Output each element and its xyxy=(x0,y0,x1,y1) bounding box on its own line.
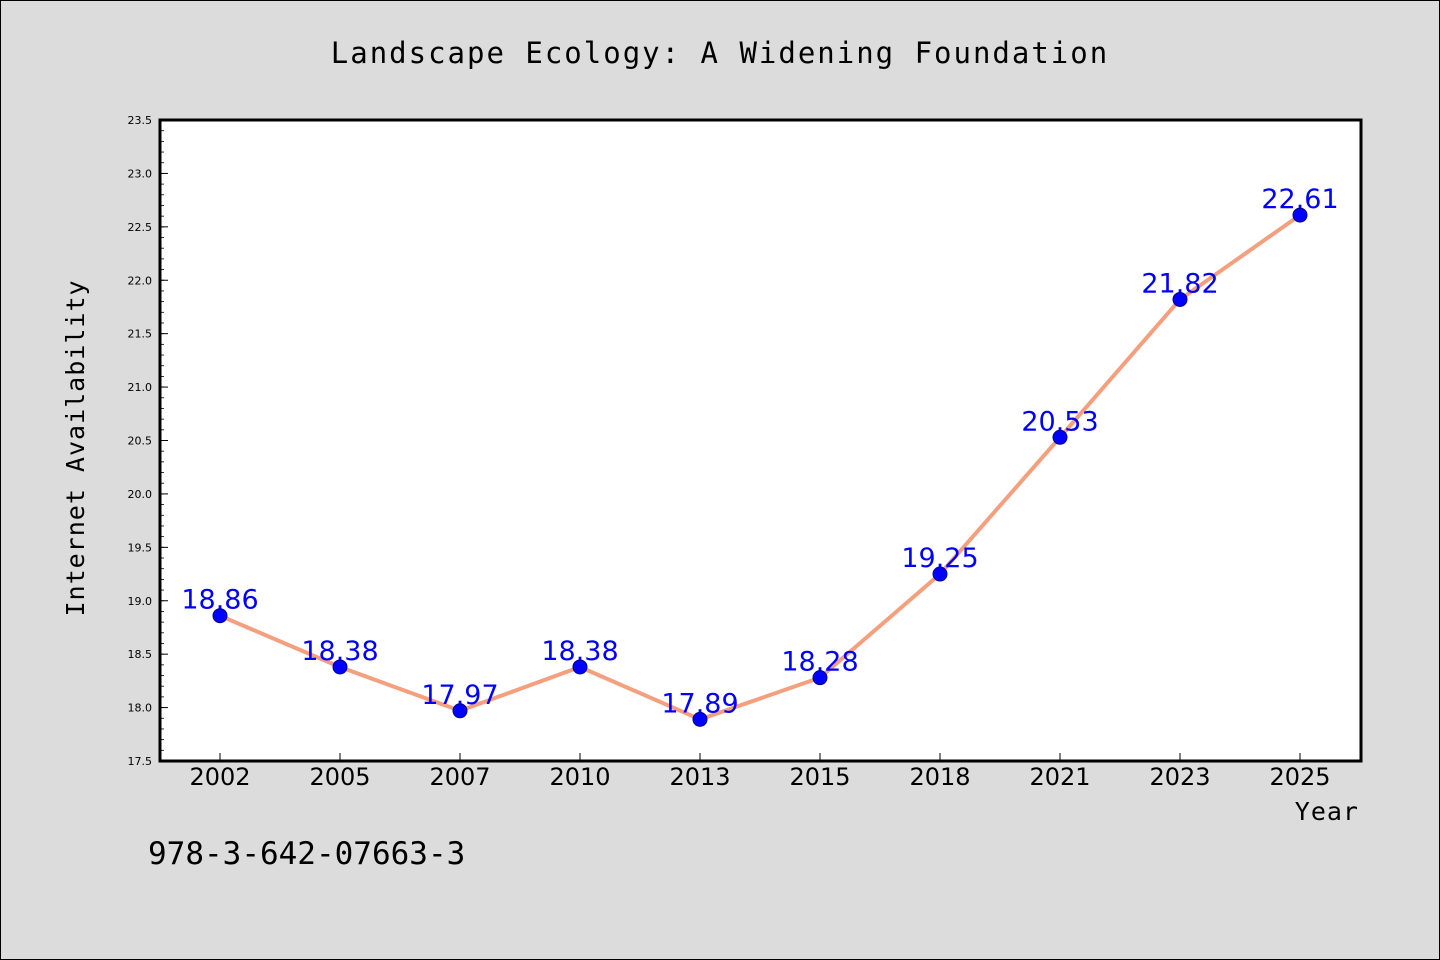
data-point-label: 19.25 xyxy=(901,543,978,574)
x-tick-label: 2010 xyxy=(549,763,610,791)
plot-border xyxy=(158,118,1363,763)
y-tick-label: 21.0 xyxy=(128,381,153,394)
x-tick-label: 2002 xyxy=(189,763,250,791)
x-tick-label: 2018 xyxy=(909,763,970,791)
y-tick-label: 21.5 xyxy=(128,328,153,341)
data-point-marker xyxy=(212,608,228,624)
x-tick-label: 2025 xyxy=(1269,763,1330,791)
y-tick-label: 22.0 xyxy=(128,274,153,287)
y-tick-label: 19.0 xyxy=(128,595,153,608)
data-point-marker xyxy=(932,566,948,582)
x-axis-ticks: 2002 2005 2007 2010 2013 2015 2018 2021 2023 2025 xyxy=(189,753,1331,791)
x-tick-label: 2005 xyxy=(309,763,370,791)
y-tick-label: 23.5 xyxy=(128,114,153,127)
x-tick-label: 2007 xyxy=(429,763,490,791)
data-point-label: 20.53 xyxy=(1021,406,1098,437)
data-point-marker xyxy=(692,711,708,727)
y-tick-label: 18.5 xyxy=(128,648,153,661)
isbn-text: 978-3-642-07663-3 xyxy=(148,836,465,872)
x-tick-label: 2021 xyxy=(1029,763,1090,791)
chart-title: Landscape Ecology: A Widening Foundation xyxy=(331,36,1109,70)
y-tick-label: 23.0 xyxy=(128,167,153,180)
plot-area xyxy=(160,120,1361,761)
data-point-label: 22.61 xyxy=(1261,184,1338,215)
data-point-label: 18.38 xyxy=(301,636,378,667)
x-tick-label: 2015 xyxy=(789,763,850,791)
data-point-marker xyxy=(1052,429,1068,445)
data-point-label: 17.89 xyxy=(661,688,738,719)
series-line xyxy=(218,213,1302,722)
data-point-marker xyxy=(812,670,828,686)
data-labels: 18.86 18.38 17.97 18.38 17.89 18.28 19.25 20.53… xyxy=(181,184,1338,719)
data-point-label: 18.86 xyxy=(181,585,258,616)
y-axis-ticks: 17.5 18.0 18.5 19.0 19.5 20.0 20.5 21.0 21.5 22.0… xyxy=(128,114,168,768)
data-point-marker xyxy=(572,659,588,675)
y-tick-label: 17.5 xyxy=(128,755,153,768)
data-point-marker xyxy=(1292,207,1308,223)
data-point-marker xyxy=(452,703,468,719)
data-point-marker xyxy=(332,659,348,675)
y-tick-label: 20.0 xyxy=(128,488,153,501)
series-markers xyxy=(212,207,1308,727)
data-point-label: 17.97 xyxy=(421,680,498,711)
x-tick-label: 2013 xyxy=(669,763,730,791)
y-tick-label: 20.5 xyxy=(128,435,153,448)
data-point-label: 21.82 xyxy=(1141,268,1218,299)
data-point-label: 18.38 xyxy=(541,636,618,667)
data-point-label: 18.28 xyxy=(781,647,858,678)
data-point-marker xyxy=(1172,291,1188,307)
x-axis-label: Year xyxy=(1295,797,1359,826)
y-tick-label: 19.5 xyxy=(128,541,153,554)
y-tick-label: 22.5 xyxy=(128,221,153,234)
x-tick-label: 2023 xyxy=(1149,763,1210,791)
y-tick-label: 18.0 xyxy=(128,702,153,715)
y-axis-label: Internet Availability xyxy=(61,279,90,616)
